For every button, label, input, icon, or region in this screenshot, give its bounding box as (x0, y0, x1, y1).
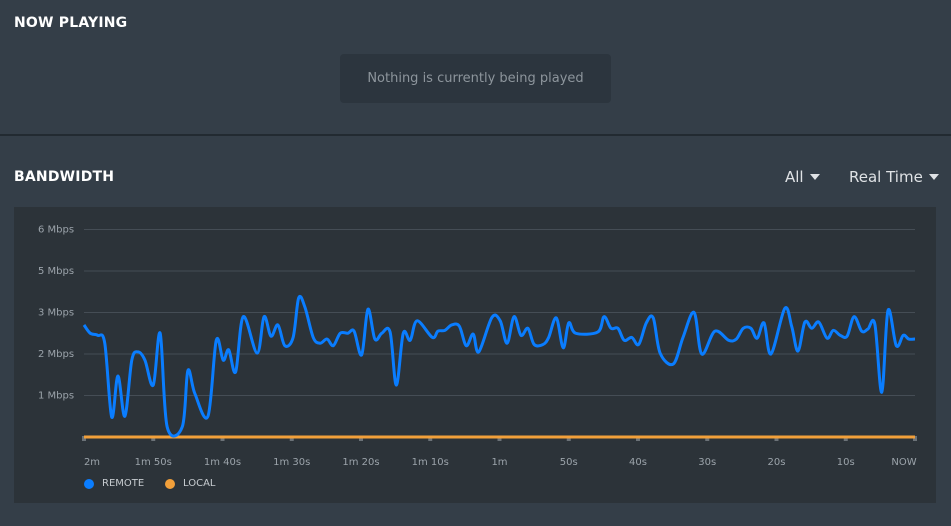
x-tick-label: 2m (84, 457, 100, 468)
x-tick-label: 1m 30s (273, 457, 310, 468)
range-dropdown-label: Real Time (849, 168, 923, 186)
bandwidth-chart-panel (14, 207, 936, 503)
x-tick-label: 1m 20s (342, 457, 379, 468)
range-dropdown[interactable]: Real Time (849, 168, 939, 186)
local-dot-icon (165, 478, 175, 489)
now-playing-title: NOW PLAYING (14, 15, 128, 31)
y-tick-label: 5 Mbps (38, 266, 74, 277)
legend-remote-label: REMOTE (102, 478, 145, 489)
legend-local-label: LOCAL (183, 478, 216, 489)
y-tick-label: 2 Mbps (38, 349, 74, 360)
x-tick-label: 1m 50s (135, 457, 172, 468)
x-tick-label: 1m (491, 457, 507, 468)
legend-local[interactable]: LOCAL (165, 478, 215, 489)
remote-dot-icon (84, 478, 94, 489)
remote-series-line (82, 294, 916, 438)
x-tick-label: 1m 40s (204, 457, 241, 468)
x-tick-label: 30s (698, 457, 716, 468)
now-playing-empty-state: Nothing is currently being played (340, 54, 611, 103)
y-tick-label: 6 Mbps (38, 225, 74, 236)
caret-down-icon (809, 174, 820, 180)
y-tick-label: 3 Mbps (38, 308, 74, 319)
legend-remote[interactable]: REMOTE (84, 478, 144, 489)
filter-dropdown[interactable]: All (785, 168, 820, 186)
x-tick-label: 50s (560, 457, 578, 468)
filter-dropdown-label: All (785, 168, 804, 186)
x-tick-label: 10s (837, 457, 855, 468)
section-divider (0, 134, 951, 136)
x-tick-label: 20s (768, 457, 786, 468)
x-tick-label: 40s (629, 457, 647, 468)
empty-message: Nothing is currently being played (367, 71, 584, 86)
bandwidth-title: BANDWIDTH (14, 169, 115, 185)
x-tick-label: 1m 10s (412, 457, 449, 468)
caret-down-icon (928, 174, 939, 180)
y-tick-label: 1 Mbps (38, 391, 74, 402)
x-tick-label: NOW (891, 457, 916, 468)
